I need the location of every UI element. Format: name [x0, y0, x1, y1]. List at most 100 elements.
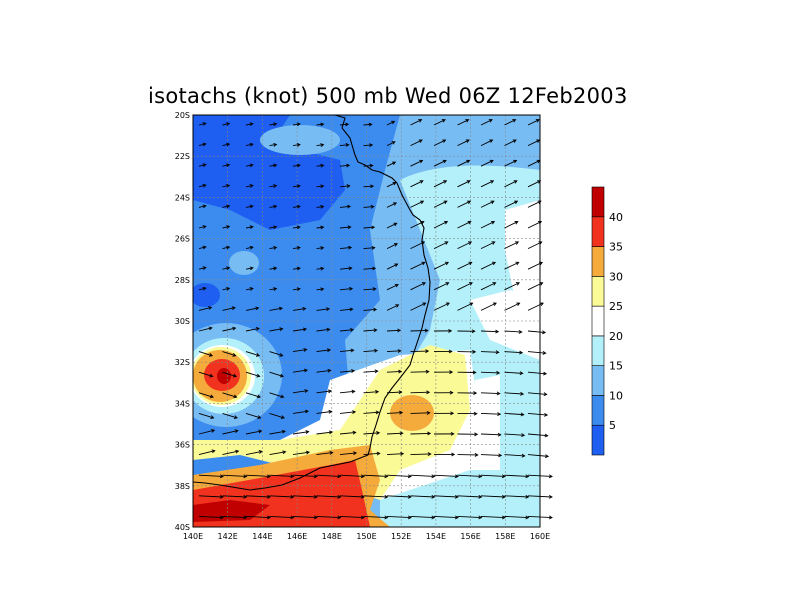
wind-arrow	[527, 433, 548, 437]
wind-arrow	[480, 139, 493, 147]
wind-arrow	[504, 221, 518, 229]
wind-arrow-head	[545, 454, 550, 459]
wind-arrow-head	[473, 411, 478, 416]
wind-arrow	[292, 349, 307, 353]
wind-arrow	[339, 390, 355, 394]
wind-arrow-head	[392, 161, 397, 166]
lon-tick-label: 150E	[356, 532, 376, 541]
wind-arrow	[386, 453, 404, 456]
wind-arrow-head	[426, 410, 431, 415]
wind-arrow	[504, 282, 520, 291]
wind-arrow-head	[368, 122, 373, 127]
wind-arrow-head	[351, 389, 356, 394]
wind-arrow	[269, 451, 286, 456]
lat-tick-label: 40S	[175, 523, 190, 532]
wind-arrow-head	[520, 412, 525, 417]
wind-arrow-head	[501, 515, 506, 520]
wind-arrow-head	[273, 163, 278, 168]
wind-arrow-head	[280, 394, 285, 399]
wind-arrow	[433, 241, 448, 250]
wind-arrow-head	[376, 451, 381, 456]
wind-arrow-head	[226, 245, 231, 250]
wind-arrow	[316, 452, 333, 456]
wind-arrow	[245, 392, 261, 398]
wind-arrow	[198, 515, 223, 519]
wind-arrow	[222, 123, 230, 126]
wind-arrow	[410, 221, 424, 229]
wind-arrow	[316, 288, 324, 291]
wind-arrow	[504, 330, 522, 333]
wind-arrow	[480, 160, 494, 167]
wind-arrow-head	[352, 430, 357, 435]
wind-arrow-head	[394, 283, 399, 288]
wind-arrow-head	[468, 282, 473, 286]
wind-arrow	[198, 306, 212, 311]
wind-arrow	[316, 431, 333, 435]
colorbar-label: 10	[609, 389, 623, 402]
wind-arrow	[198, 474, 223, 477]
wind-arrow-head	[371, 225, 376, 230]
wind-arrow	[292, 495, 317, 498]
colorbar-label: 40	[609, 211, 623, 224]
wind-arrow-head	[352, 410, 357, 415]
wind-arrow-head	[445, 282, 450, 286]
wind-arrow	[269, 351, 283, 357]
wind-arrow	[316, 411, 332, 414]
wind-arrow	[363, 226, 375, 229]
wind-arrow-head	[515, 261, 520, 266]
wind-arrow-head	[392, 181, 397, 186]
wind-arrow	[457, 282, 473, 291]
wind-arrow	[504, 392, 524, 395]
wind-arrow-head	[234, 429, 239, 434]
wind-arrow-head	[348, 266, 353, 271]
wind-arrow	[245, 351, 260, 357]
wind-arrow	[222, 412, 238, 419]
wind-arrow-head	[542, 330, 547, 335]
wind-arrow-head	[320, 246, 325, 250]
wind-arrow	[316, 495, 341, 498]
wind-arrow	[316, 328, 330, 332]
wind-arrow-head	[249, 245, 254, 250]
wind-arrow	[504, 180, 518, 188]
wind-arrow	[504, 474, 529, 477]
wind-arrow-head	[211, 428, 216, 433]
wind-arrow	[339, 144, 349, 147]
wind-arrow-head	[466, 159, 471, 164]
wind-arrow	[198, 412, 214, 419]
wind-arrow-head	[320, 184, 325, 189]
wind-arrow	[480, 221, 495, 229]
wind-arrow	[527, 412, 548, 416]
lon-tick-label: 156E	[460, 532, 480, 541]
wind-arrow-head	[296, 163, 301, 168]
wind-arrow	[480, 282, 496, 291]
wind-arrow	[433, 495, 458, 498]
wind-arrow-head	[278, 306, 283, 311]
wind-arrow-head	[471, 329, 476, 334]
wind-arrow-head	[466, 180, 471, 184]
wind-arrow-head	[449, 390, 454, 395]
wind-arrow	[245, 430, 262, 435]
lon-tick-label: 144E	[252, 532, 272, 541]
wind-arrow	[504, 261, 519, 270]
map-title: isotachs (knot) 500 mb Wed 06Z 12Feb2003	[148, 84, 628, 108]
wind-arrow	[504, 454, 525, 457]
wind-arrow-head	[296, 143, 301, 147]
wind-arrow	[410, 515, 435, 519]
wind-arrow-head	[349, 286, 354, 291]
wind-arrow	[198, 351, 213, 357]
lon-tick-label: 148E	[322, 532, 342, 541]
wind-arrow-head	[478, 494, 483, 499]
wind-arrow-head	[518, 330, 523, 334]
wind-arrow-head	[347, 204, 352, 209]
colorbar-bin	[591, 395, 605, 426]
wind-arrow-head	[273, 245, 278, 250]
wind-arrow	[269, 474, 294, 477]
wind-arrow-head	[525, 515, 530, 520]
wind-arrow	[386, 432, 403, 435]
wind-arrow	[480, 200, 495, 208]
wind-arrow-head	[360, 494, 365, 499]
wind-arrow-head	[304, 389, 309, 393]
wind-arrow-head	[400, 451, 405, 456]
wind-arrow-head	[391, 120, 396, 125]
lat-tick-label: 20S	[175, 111, 190, 120]
